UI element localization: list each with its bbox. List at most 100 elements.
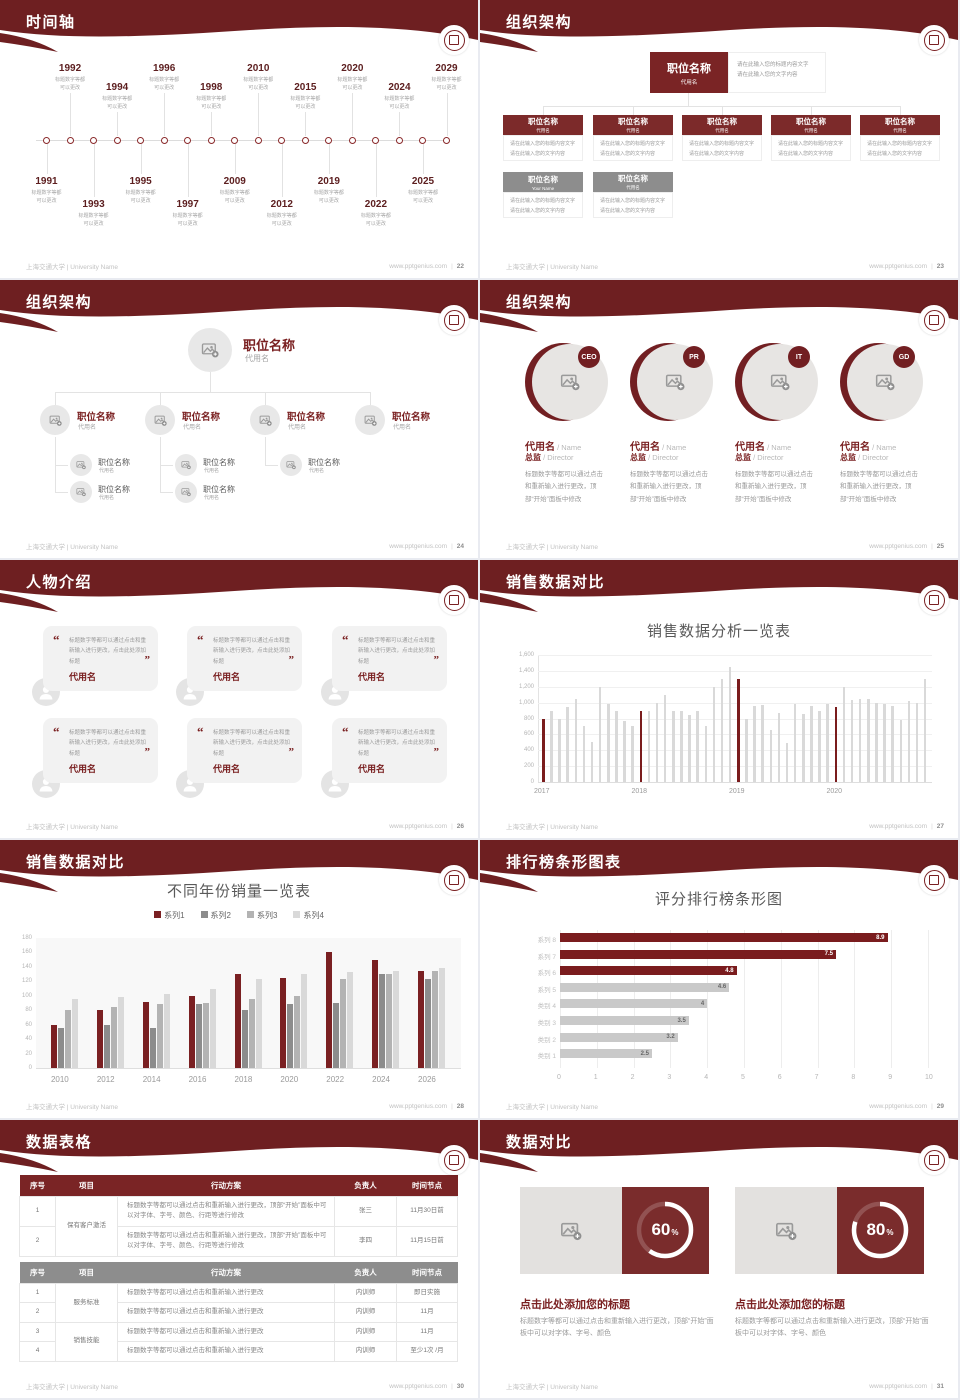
person-name: 代用名 (213, 764, 241, 774)
member-badge: CEO (578, 346, 600, 368)
chart-bar (891, 705, 894, 782)
chart-bar (574, 698, 578, 782)
chart-bar (64, 1010, 71, 1068)
header-band (480, 280, 958, 332)
person-name: 代用名 (358, 672, 386, 682)
timeline-content: 1992 标题数字等都 可以更改 1994 标题数字等都 可以更改 1996 标题数字等都 可以… (0, 0, 478, 278)
timeline-year: 1998 (200, 82, 223, 93)
member-avatar (532, 344, 608, 420)
chart-bar (287, 1004, 294, 1068)
org-child-position: 职位名称 (618, 117, 648, 126)
org-root-position: 职位名称 (243, 338, 296, 353)
slide-26-people-intro[interactable]: 人物介绍 “标题数字等都可以通过点击和重新输入进行更改，点击此处添加标题” 代用名 “… (0, 560, 478, 838)
timeline-connector (117, 112, 119, 136)
person-name: 代用名 (69, 672, 97, 682)
timeline-caption-line: 可以更改 (295, 104, 316, 110)
timeline-connector (258, 93, 260, 136)
timeline-caption-line: 标题数字等都 (102, 96, 133, 102)
chart-bar (439, 968, 446, 1068)
photo-placeholder-icon (201, 343, 219, 358)
timeline-connector (399, 112, 401, 136)
close-quote-icon: ” (288, 654, 295, 666)
column-header: 序号 (19, 1175, 56, 1197)
org-sub-alias: 代用名 (99, 468, 115, 474)
org-note-line: 请在此输入您的标题内容文字 (737, 62, 809, 68)
cell-project: 保有客户激活 (55, 1196, 118, 1257)
slide-27-sales-monthly-chart[interactable]: 销售数据对比 销售数据分析一览表 0 200 400 600 800 1,000 1,200 1,… (480, 560, 958, 838)
chart-bar (899, 720, 903, 782)
org-note-line: 请在此输入您的标题内容文字 (867, 141, 933, 147)
seal-ring (443, 309, 465, 331)
open-quote-icon: “ (342, 632, 349, 647)
timeline-connector (140, 144, 142, 174)
timeline-caption-line: 标题数字等都 (172, 213, 203, 219)
slide-24-org-chart-tree[interactable]: 组织架构 职位名称 代用名 职位名称 代用名 职位名称 代用名 职位名称 代用名 职位名称 代用名职… (0, 280, 478, 558)
category-label: 类别 1 (537, 1053, 556, 1061)
slide-29-ranking-bar-chart[interactable]: 排行榜条形图表 评分排行榜条形图 0 1 2 3 4 5 6 7 8 9 10 系列 8 8.9 系列 7 7.… (480, 840, 958, 1118)
quote-card: “ 标题数字等都可以通过点击和重新输入进行更改，点击此处添加标题” 代用名 (43, 718, 158, 783)
footer-right: www.pptgenius.com | 29 (869, 1101, 944, 1111)
timeline-dot (419, 136, 427, 144)
timeline-year: 1993 (82, 199, 105, 210)
x-tick-label: 2026 (418, 1075, 436, 1084)
chart-bar (842, 686, 846, 782)
table-body: 1 保有客户激活 标题数字等都可以通过点击和重新输入进行更改，顶部“开始”面板中可以… (19, 1196, 458, 1257)
timeline-caption: 标题数字等都 可以更改 (259, 212, 305, 228)
slide-22-timeline[interactable]: 时间轴 1992 标题数字等都 可以更改 1994 标题数字等都 可以更改 1996 标题数字等… (0, 0, 478, 278)
university-seal-icon (919, 25, 949, 55)
footer-separator: | (931, 1102, 933, 1110)
slide-28-sales-yearly-chart[interactable]: 销售数据对比 不同年份销量一览表 系列1 系列2 系列3 系列4 0 20 40 60 80 100 1… (0, 840, 478, 1118)
slide-footer: 上海交通大学 | University Name www.pptgenius.co… (506, 541, 944, 552)
timeline-item: 2010 标题数字等都 可以更改 (235, 63, 281, 92)
seal-core (449, 1155, 459, 1165)
timeline-caption-line: 可以更改 (342, 85, 363, 91)
quote-card: “ 标题数字等都可以通过点击和重新输入进行更改，点击此处添加标题” 代用名 (332, 718, 447, 783)
member-badge: GD (893, 346, 915, 368)
org-child-avatar (355, 405, 385, 435)
chart-bar (326, 952, 333, 1068)
connector-line (265, 437, 266, 465)
timeline-year: 1997 (176, 199, 199, 210)
seal-ring (443, 589, 465, 611)
timeline-caption-line: 可以更改 (318, 198, 339, 204)
seal-core (449, 875, 459, 885)
slide-30-data-tables[interactable]: 数据表格 序号 项目 行动方案 负责人 时间节点 1 保有客户激活 标题数字等都可以通过点击和重… (0, 1120, 478, 1398)
org-child-avatar (145, 405, 175, 435)
legend-item: 系列1 (154, 910, 185, 921)
timeline-connector (93, 144, 95, 197)
university-seal-icon (439, 25, 469, 55)
y-tick-label: 200 (523, 763, 534, 770)
close-quote-icon: ” (433, 654, 440, 666)
org-note-line: 请在此输入您的标题内容文字 (600, 141, 666, 147)
footer-site: www.pptgenius.com (869, 542, 928, 550)
slide-25-org-chart-circles[interactable]: 组织架构 CEO 代用名 / Name 总监 / Director 标题数字等都可以通过… (480, 280, 958, 558)
slide-footer: 上海交通大学 | University Name www.pptgenius.co… (26, 1381, 464, 1392)
chart-bar (655, 702, 659, 782)
timeline-item: 2029 标题数字等都 可以更改 (424, 63, 470, 92)
timeline-caption-line: 标题数字等都 (219, 190, 250, 196)
y-tick-label: 40 (25, 1036, 32, 1043)
chart-bar (867, 699, 870, 782)
gridline (538, 670, 932, 672)
chart-bar (560, 1049, 652, 1059)
chart-bar (425, 979, 432, 1068)
image-placeholder-box (735, 1187, 837, 1274)
chart-bar (737, 678, 740, 782)
slide-31-data-comparison[interactable]: 数据对比 60% 点击此处添加您的标题 标题数字等都可以通过点击和重新输入进行更改，顶… (480, 1120, 958, 1398)
connector-line (265, 465, 278, 466)
photo-placeholder-icon (76, 488, 86, 497)
seal-ring (443, 869, 465, 891)
connector-line (160, 437, 161, 492)
column-header: 序号 (19, 1262, 56, 1284)
org-child-avatar (250, 405, 280, 435)
cell-action: 标题数字等都可以通过点击和重新输入进行更改 (117, 1302, 335, 1323)
timeline-caption-line: 标题数字等都 (78, 213, 109, 219)
seal-core (929, 315, 939, 325)
cell-no: 1 (19, 1282, 56, 1304)
timeline-connector (70, 93, 72, 136)
timeline-caption-line: 标题数字等都 (125, 190, 156, 196)
header-band (0, 1120, 478, 1172)
org-child-note: 请在此输入您的标题内容文字 请在此输入您的文字内容 (771, 135, 851, 161)
org-sub-alias: 代用名 (204, 468, 220, 474)
slide-23-org-chart-boxes[interactable]: 组织架构 职位名称 代用名 请在此输入您的标题内容文字 请在此输入您的文字内容 职位名称代… (480, 0, 958, 278)
